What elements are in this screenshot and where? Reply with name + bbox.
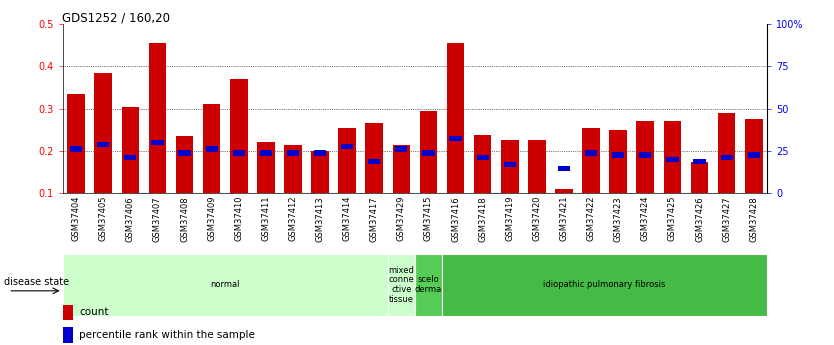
Bar (422, 150, 435, 156)
Text: mixed
conne
ctive
tissue: mixed conne ctive tissue (389, 266, 414, 304)
Bar (555, 189, 573, 193)
Bar (447, 43, 465, 193)
Bar (691, 161, 708, 193)
Text: scelo
derma: scelo derma (414, 275, 442, 294)
Bar (63, 254, 388, 316)
Bar (341, 144, 354, 149)
Text: GDS1252 / 160,20: GDS1252 / 160,20 (62, 11, 170, 24)
Bar (582, 128, 600, 193)
Bar (693, 159, 706, 164)
Bar (122, 107, 139, 193)
Bar (528, 140, 545, 193)
Text: percentile rank within the sample: percentile rank within the sample (79, 330, 255, 340)
Bar (420, 111, 437, 193)
Bar (718, 113, 736, 193)
Bar (287, 150, 299, 156)
Bar (442, 254, 767, 316)
Bar (70, 146, 83, 151)
Bar (745, 119, 762, 193)
Bar (63, 327, 73, 343)
Bar (148, 43, 166, 193)
Text: disease state: disease state (4, 277, 69, 286)
Bar (257, 142, 274, 193)
Bar (284, 145, 302, 193)
Bar (393, 145, 410, 193)
Text: idiopathic pulmonary fibrosis: idiopathic pulmonary fibrosis (544, 280, 666, 289)
Bar (476, 155, 489, 160)
Bar (124, 155, 137, 160)
Text: count: count (79, 307, 108, 317)
Bar (558, 166, 570, 171)
Bar (233, 150, 245, 156)
Bar (666, 157, 679, 162)
Bar (311, 151, 329, 193)
Bar (415, 254, 442, 316)
Bar (68, 94, 85, 193)
Bar (94, 73, 112, 193)
Bar (721, 155, 733, 160)
Bar (474, 135, 491, 193)
Bar (747, 152, 760, 158)
Bar (151, 140, 163, 145)
Bar (639, 152, 651, 158)
Bar (612, 152, 625, 158)
Bar (636, 121, 654, 193)
Bar (63, 305, 73, 320)
Bar (610, 130, 627, 193)
Bar (205, 146, 218, 151)
Bar (664, 121, 681, 193)
Bar (230, 79, 248, 193)
Bar (259, 150, 272, 156)
Bar (368, 159, 380, 164)
Bar (203, 105, 220, 193)
Bar (585, 150, 597, 156)
Bar (178, 150, 191, 156)
Bar (314, 150, 326, 156)
Bar (388, 254, 415, 316)
Bar (339, 128, 356, 193)
Bar (176, 136, 193, 193)
Bar (501, 140, 519, 193)
Bar (97, 142, 109, 147)
Bar (395, 146, 408, 151)
Bar (365, 124, 383, 193)
Bar (504, 162, 516, 167)
Bar (450, 136, 462, 141)
Text: normal: normal (210, 280, 240, 289)
